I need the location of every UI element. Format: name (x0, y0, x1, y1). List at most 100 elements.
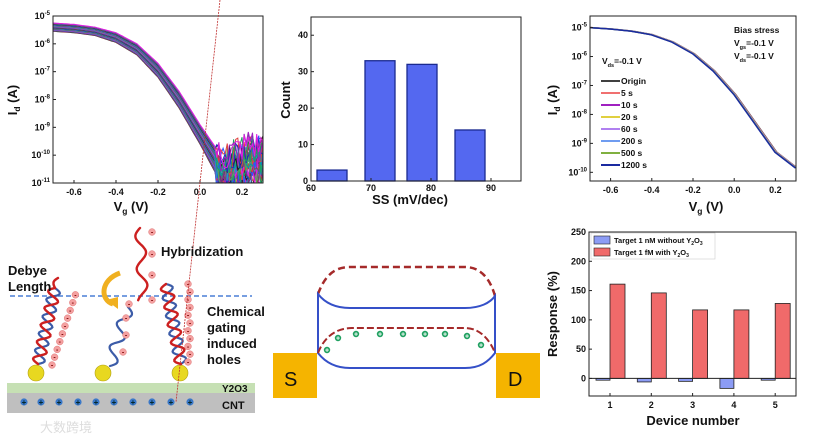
y-tick-label-base: 10 (35, 95, 45, 105)
y-tick-label-base: 10 (31, 150, 41, 160)
x-tick-label: 4 (731, 400, 736, 410)
y-tick-label-exp: -9 (45, 122, 51, 128)
y-tick-label-base: 10 (35, 67, 45, 77)
plus-sign: + (479, 343, 483, 350)
legend-label-part: O (694, 236, 700, 245)
minus-sign: - (122, 350, 125, 357)
free-target-strand (134, 226, 149, 302)
curves-group (53, 22, 263, 183)
x-tick-label: -0.4 (644, 185, 660, 195)
x-tick-label: 80 (426, 183, 436, 193)
minus-sign: - (56, 347, 59, 354)
negative-charge-icon (122, 331, 130, 339)
plus-sign: + (443, 332, 447, 339)
minus-sign: - (69, 308, 72, 315)
y-tick-label-exp: -7 (45, 67, 51, 73)
plus-sign: + (57, 398, 62, 407)
hole-charge-icon (477, 341, 485, 349)
y-tick-label: 200 (571, 256, 586, 266)
x-axis-title-main: V (689, 199, 698, 214)
bar-without-y2o3 (636, 378, 652, 383)
y-tick-label-exp: -7 (582, 80, 588, 86)
minus-sign: - (74, 292, 77, 299)
x-axis-title-main: V (114, 199, 123, 214)
y-tick-label-exp: -6 (582, 52, 588, 58)
hole-charge-icon (421, 330, 429, 338)
bias-stress-title: Bias stress (734, 25, 780, 35)
y-tick-label: 0 (303, 176, 308, 186)
hole-charge-icon (92, 398, 100, 406)
legend-label: 1200 s (621, 160, 647, 170)
plus-sign: + (423, 332, 427, 339)
minus-sign: - (51, 363, 54, 370)
legend-label-part: 3 (686, 253, 689, 259)
plus-sign: + (401, 332, 405, 339)
y-tick-label: 10-8 (35, 95, 51, 105)
x-tick-label: 5 (773, 400, 778, 410)
negative-charge-icon (184, 311, 192, 319)
plot-frame (588, 231, 797, 397)
inner-dashed-boundary (317, 327, 496, 354)
x-axis-title: Device number (646, 413, 739, 428)
legend-label: 20 s (621, 112, 638, 122)
y-tick-label: 10-7 (35, 67, 51, 77)
vds-annotation: Vds=-0.1 V (602, 56, 642, 69)
target-strand-end (52, 276, 60, 290)
y-tick-label-exp: -10 (41, 150, 50, 156)
x-tick-label: 0.2 (769, 185, 782, 195)
y-axis-title-sub: d (552, 106, 562, 111)
negative-charge-icon (186, 334, 194, 343)
y-axis-title: Id (A) (5, 85, 22, 115)
minus-sign: - (187, 297, 190, 304)
x-axis-title: Vg (V) (689, 199, 724, 216)
legend-label-part: O (680, 248, 686, 257)
minus-sign: - (189, 321, 192, 328)
gold-nanoparticle-icon (27, 364, 45, 382)
plus-sign: + (39, 398, 44, 407)
plus-sign: + (131, 398, 136, 407)
y-axis-title: Id (A) (545, 85, 562, 115)
negative-charge-icon (184, 327, 192, 335)
legend-label: 500 s (621, 148, 643, 158)
minus-sign: - (151, 298, 154, 305)
x-tick-label: 60 (306, 183, 316, 193)
transfer-curves-chart: -0.6 -0.4 -0.2 0.0 0.210-510-610-710-810-910… (5, 11, 264, 216)
legend-label: 60 s (621, 124, 638, 134)
induced-label: induced (207, 336, 257, 351)
y-tick-label: 250 (571, 227, 586, 237)
hole-charge-icon (352, 330, 360, 338)
vds-annotation-rest: =-0.1 V (614, 56, 642, 66)
hole-charge-icon (441, 330, 449, 338)
y2o3-layer (7, 383, 255, 393)
outer-dashed-boundary (316, 265, 497, 297)
plus-sign: + (94, 398, 99, 407)
minus-sign: - (187, 282, 190, 289)
legend-box (590, 232, 716, 260)
y-tick-label: 0 (581, 373, 586, 383)
x-tick-label: 90 (486, 183, 496, 193)
negative-charge-icon (122, 314, 130, 322)
minus-sign: - (187, 360, 190, 367)
minus-sign: - (187, 313, 190, 320)
length-label: Length (8, 279, 51, 294)
minus-sign: - (53, 355, 56, 362)
x-axis-title-rest: (V) (702, 199, 723, 214)
y-tick-label-base: 10 (572, 138, 582, 148)
x-axis-title-rest: (V) (127, 199, 148, 214)
y-tick-label-base: 10 (32, 178, 42, 188)
x-tick-label: 0.0 (194, 187, 207, 197)
y-tick-label-exp: -9 (582, 138, 588, 144)
plus-sign: + (22, 398, 27, 407)
x-tick-label: 1 (607, 400, 612, 410)
minus-sign: - (189, 336, 192, 343)
legend-label-part: Target 1 nM without Y (614, 236, 691, 245)
negative-charge-icon (56, 337, 64, 346)
negative-charge-icon (66, 306, 74, 315)
holes-label: holes (207, 352, 241, 367)
y-axis-title-rest: (A) (545, 85, 560, 107)
y-tick-label: 50 (576, 344, 586, 354)
y-tick-label: 10-5 (572, 23, 588, 33)
y-tick-label: 150 (571, 286, 586, 296)
plus-sign: + (378, 332, 382, 339)
